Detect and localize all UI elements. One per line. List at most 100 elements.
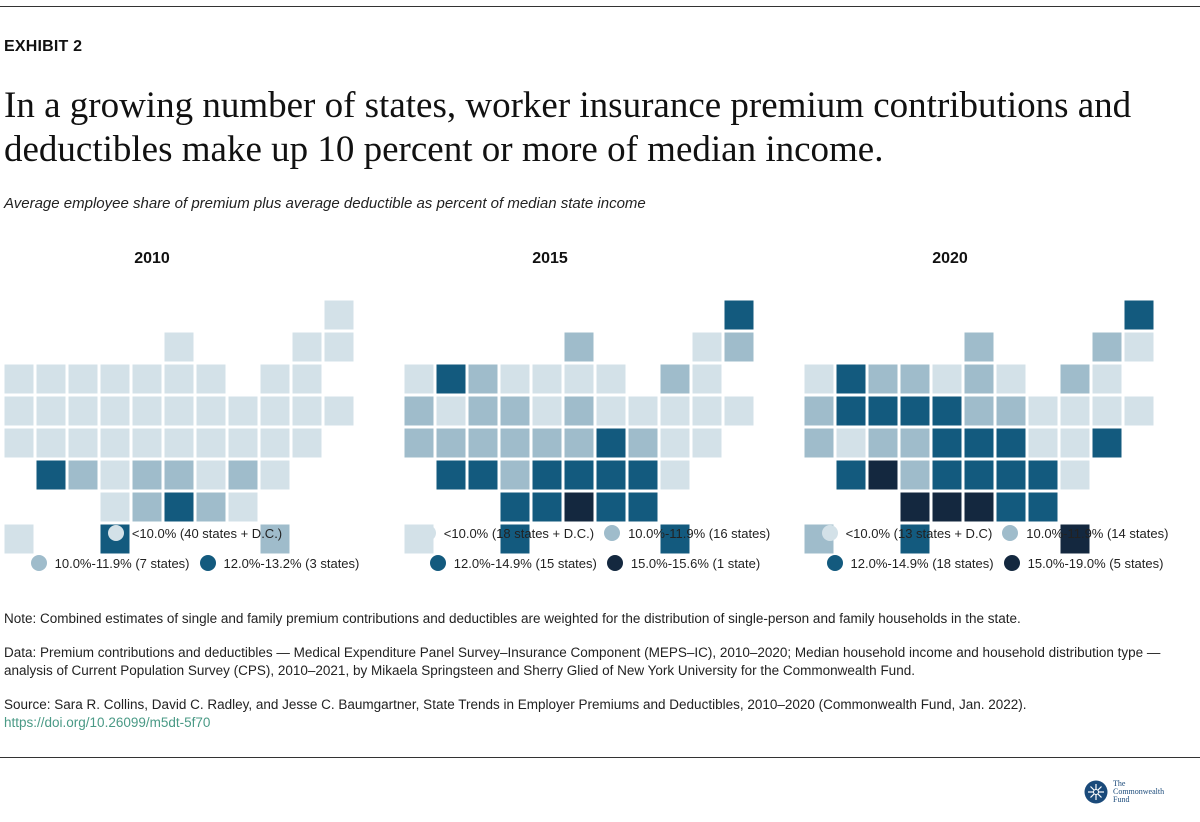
- state-dc: [1059, 459, 1091, 491]
- state-nd: [99, 363, 131, 395]
- state-oh: [995, 395, 1027, 427]
- state-al: [595, 491, 627, 523]
- state-pa: [1027, 395, 1059, 427]
- state-al: [995, 491, 1027, 523]
- state-ky: [963, 427, 995, 459]
- state-co: [467, 427, 499, 459]
- legend-item: 12.0%-14.9% (15 states): [429, 555, 597, 571]
- state-ct: [291, 395, 323, 427]
- state-nc: [195, 459, 227, 491]
- state-mt: [867, 363, 899, 395]
- state-in: [163, 395, 195, 427]
- state-ga: [627, 491, 659, 523]
- state-pa: [627, 395, 659, 427]
- state-ne: [499, 427, 531, 459]
- state-mt: [67, 363, 99, 395]
- map-2015: 2015 <10.0% (18 states + D.C.) 10.0%-11.9…: [400, 250, 790, 590]
- state-id: [835, 363, 867, 395]
- state-mt: [467, 363, 499, 395]
- state-ms: [163, 491, 195, 523]
- state-ma: [1091, 363, 1123, 395]
- state-nj: [259, 395, 291, 427]
- state-ia: [531, 395, 563, 427]
- state-wy: [467, 395, 499, 427]
- source-text: Source: Sara R. Collins, David C. Radley…: [4, 697, 1027, 712]
- state-ms: [963, 491, 995, 523]
- state-va: [227, 427, 259, 459]
- legend-swatch: [826, 555, 843, 571]
- note-text: Note: Combined estimates of single and f…: [4, 611, 1021, 626]
- state-mi: [595, 363, 627, 395]
- state-mo: [931, 427, 963, 459]
- legend-swatch: [107, 525, 124, 541]
- state-la: [131, 491, 163, 523]
- state-ar: [131, 459, 163, 491]
- state-ks: [499, 459, 531, 491]
- state-md: [1059, 427, 1091, 459]
- state-vt: [1091, 331, 1123, 363]
- data-text: Data: Premium contributions and deductib…: [4, 645, 1161, 678]
- state-wi: [563, 331, 595, 363]
- legend-label: 10.0%-11.9% (14 states): [1026, 525, 1169, 541]
- state-de: [1091, 427, 1123, 459]
- state-va: [1027, 427, 1059, 459]
- map-title: 2010: [134, 250, 170, 267]
- state-ma: [691, 363, 723, 395]
- state-ri: [323, 395, 355, 427]
- choropleth-map: [403, 300, 755, 555]
- state-ri: [723, 395, 755, 427]
- legend-swatch: [1002, 525, 1019, 541]
- state-pa: [227, 395, 259, 427]
- state-oh: [195, 395, 227, 427]
- legend-item: 15.0%-19.0% (5 states): [1003, 555, 1163, 571]
- legend-label: <10.0% (13 states + D.C): [845, 525, 993, 541]
- state-ct: [1091, 395, 1123, 427]
- state-ca: [803, 427, 835, 459]
- state-wa: [803, 363, 835, 395]
- legend-item: 12.0%-13.2% (3 states): [199, 555, 359, 571]
- state-ks: [899, 459, 931, 491]
- doi-link[interactable]: https://doi.org/10.26099/m5dt-5f70: [4, 715, 211, 730]
- legend-swatch: [821, 525, 838, 541]
- state-ga: [227, 491, 259, 523]
- state-az: [435, 459, 467, 491]
- state-oh: [595, 395, 627, 427]
- commonwealth-fund-logo: The Commonwealth Fund: [1084, 780, 1164, 804]
- state-mn: [131, 363, 163, 395]
- state-ny: [259, 363, 291, 395]
- state-ma: [291, 363, 323, 395]
- legend-item: 10.0%-11.9% (16 states): [604, 525, 770, 541]
- state-ut: [35, 427, 67, 459]
- state-va: [627, 427, 659, 459]
- state-me: [723, 300, 755, 331]
- state-nm: [467, 459, 499, 491]
- map-legend: <10.0% (18 states + D.C.) 10.0%-11.9% (16…: [400, 525, 790, 585]
- state-nh: [1123, 331, 1155, 363]
- state-il: [163, 363, 195, 395]
- legend-item: <10.0% (40 states + D.C.): [107, 525, 283, 541]
- state-mo: [531, 427, 563, 459]
- state-nd: [499, 363, 531, 395]
- bottom-rule: [0, 757, 1200, 758]
- legend-label: <10.0% (40 states + D.C.): [131, 525, 283, 541]
- state-wv: [995, 427, 1027, 459]
- logo-text: Commonwealth: [1113, 787, 1165, 796]
- state-wv: [595, 427, 627, 459]
- state-az: [35, 459, 67, 491]
- notes: Note: Combined estimates of single and f…: [4, 610, 1194, 732]
- state-sd: [499, 395, 531, 427]
- state-ks: [99, 459, 131, 491]
- legend-swatch: [429, 555, 446, 571]
- state-or: [3, 395, 35, 427]
- legend-item: 15.0%-15.6% (1 state): [606, 555, 760, 571]
- legend-item: 10.0%-11.9% (14 states): [1002, 525, 1168, 541]
- state-mo: [131, 427, 163, 459]
- map-title: 2015: [532, 250, 568, 267]
- state-de: [291, 427, 323, 459]
- state-ky: [563, 427, 595, 459]
- state-ak: [3, 523, 35, 555]
- legend-swatch: [1003, 555, 1020, 571]
- state-me: [1123, 300, 1155, 331]
- state-de: [691, 427, 723, 459]
- state-fl: [1059, 523, 1091, 555]
